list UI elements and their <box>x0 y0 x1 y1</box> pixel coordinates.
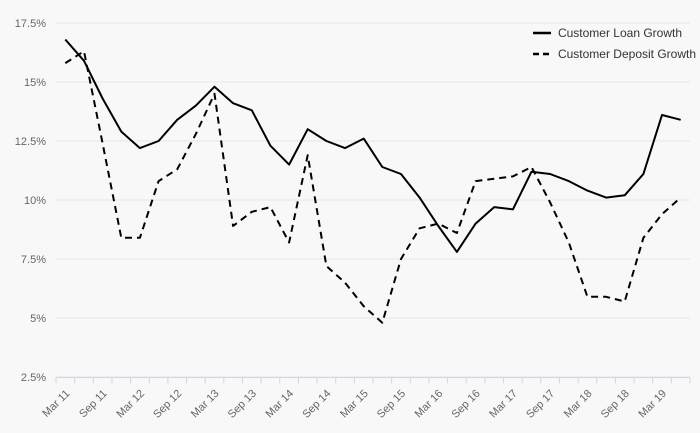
y-axis-tick-label: 15% <box>24 77 46 89</box>
loan-growth-series-line[interactable] <box>64 38 681 253</box>
x-axis-tick-label: Mar 18 <box>562 388 595 421</box>
x-axis-tick-label: Sep 17 <box>524 388 557 421</box>
legend-label-deposit-growth: Customer Deposit Growth <box>557 47 696 61</box>
x-axis-tick-label: Sep 18 <box>599 388 632 421</box>
dashed-line-sample-icon <box>532 52 551 56</box>
y-axis-tick-label: 7.5% <box>21 254 46 266</box>
x-axis-tick-label: Mar 16 <box>413 388 446 421</box>
x-axis-tick-label: Sep 11 <box>77 388 110 421</box>
x-axis-tick-label: Sep 16 <box>450 388 483 421</box>
deposit-growth-series-line[interactable] <box>64 50 682 324</box>
x-axis-tick-label: Mar 15 <box>338 388 371 421</box>
x-axis-tick-label: Mar 13 <box>189 388 222 421</box>
y-axis-tick-label: 12.5% <box>15 136 46 148</box>
x-axis-tick-label: Sep 15 <box>375 388 408 421</box>
x-axis-tick-label: Sep 14 <box>300 388 333 421</box>
x-axis-tick-label: Sep 13 <box>226 388 259 421</box>
x-axis-tick-label: Mar 14 <box>264 388 297 421</box>
solid-line-sample-icon <box>532 31 551 35</box>
x-axis-tick-label: Mar 19 <box>636 388 669 421</box>
y-axis-tick-label: 10% <box>24 195 46 207</box>
x-axis-tick-label: Mar 17 <box>487 388 520 421</box>
x-axis-tick-label: Mar 11 <box>40 388 72 420</box>
y-axis-tick-label: 17.5% <box>15 18 46 30</box>
legend-item-loan-growth[interactable]: Customer Loan Growth <box>532 26 696 40</box>
y-axis-tick-label: 2.5% <box>21 372 46 384</box>
legend: Customer Loan Growth Customer Deposit Gr… <box>532 26 696 61</box>
x-axis-tick-label: Mar 12 <box>114 388 147 421</box>
y-axis-tick-label: 5% <box>30 313 46 325</box>
legend-label-loan-growth: Customer Loan Growth <box>557 26 683 40</box>
x-axis-tick-label: Sep 12 <box>151 388 184 421</box>
legend-item-deposit-growth[interactable]: Customer Deposit Growth <box>532 47 696 61</box>
